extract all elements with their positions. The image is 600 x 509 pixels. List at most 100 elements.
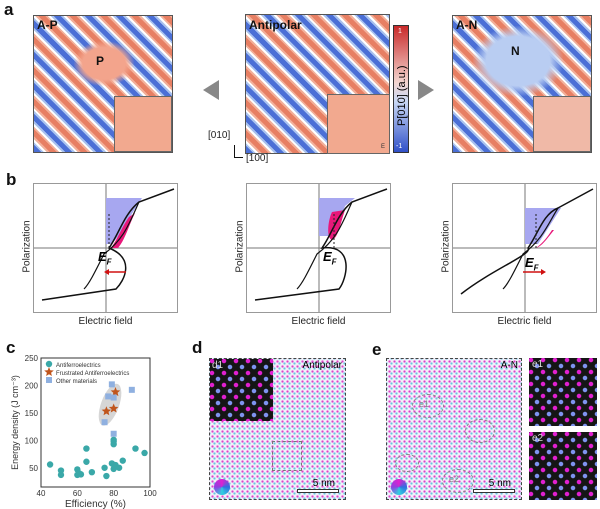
inset-map <box>114 96 172 152</box>
color-wheel-icon <box>391 479 407 495</box>
nonpolar-region <box>395 454 419 472</box>
y-tick-label: 250 <box>25 354 39 363</box>
inset-map: E <box>327 94 390 154</box>
scale-bar <box>297 489 339 493</box>
region-label: N <box>511 44 520 58</box>
region-e2: e2 <box>442 469 474 493</box>
inset-label: d1 <box>212 360 224 371</box>
x-axis-label: Efficiency (%) <box>65 499 126 509</box>
upper-branch <box>41 188 175 301</box>
map-a-p: A-P P <box>33 15 173 153</box>
right-arrow-icon <box>418 80 434 100</box>
scatter-chart: 40 60 80 100 50 100 150 200 250 Efficiency (%) Ene… <box>10 354 157 509</box>
x-axis-label: Electric field <box>78 316 133 327</box>
ef-label: EF <box>323 249 337 267</box>
lower-branch <box>83 201 140 290</box>
panel-a-label: a <box>4 0 14 19</box>
pe-loop-plot: EF Polarization Electric field <box>235 183 392 333</box>
data-point-square <box>105 393 112 400</box>
data-point-circle <box>110 436 117 443</box>
ef-label: EF <box>525 255 539 273</box>
data-point-square <box>110 394 117 401</box>
loss-area <box>111 213 135 248</box>
pe-loop-plot: EF Polarization Electric field <box>441 183 598 333</box>
y-axis-label: Polarization <box>440 220 452 273</box>
map-title: A-P <box>37 18 58 32</box>
y-axis-label: Energy density (J cm⁻³) <box>10 375 20 470</box>
data-point-square <box>108 381 115 388</box>
data-point-star <box>101 406 112 416</box>
inset-e2: e2 <box>529 432 597 500</box>
ef-label: EF <box>98 249 112 267</box>
data-point-square <box>128 386 135 393</box>
data-point-circle <box>57 467 65 474</box>
lower-branch <box>296 201 353 290</box>
panel-d-label: d <box>192 338 203 357</box>
y-axis-label: Polarization <box>21 220 33 273</box>
colorbar: 1 -1 P[010] (a.u.) <box>393 25 409 153</box>
x-tick-label: 100 <box>143 489 157 498</box>
y-axis-label: Polarization <box>234 220 246 273</box>
x-axis-label: Electric field <box>497 316 552 327</box>
nonpolar-region <box>473 26 563 96</box>
stem-map-a-n: A-N e1 e2 5 nm <box>386 358 522 500</box>
stem-map-antipolar: d1 Antipolar 5 nm <box>209 358 346 500</box>
inset-label: e2 <box>532 433 544 444</box>
loss-area <box>328 210 345 240</box>
panel-c-label: c <box>6 338 16 357</box>
data-point-circle <box>132 445 139 452</box>
legend-marker <box>45 360 53 368</box>
upper-branch <box>460 188 594 295</box>
inset-d1: d1 <box>210 359 273 421</box>
axis-010: [010] <box>208 130 231 141</box>
scale-bar-label: 5 nm <box>312 478 335 489</box>
map-a-n: A-N N <box>452 15 592 153</box>
colorbar-max: 1 <box>398 28 402 35</box>
data-point-circle <box>57 471 65 479</box>
pe-loop-plot: EF Polarization Electric field <box>22 183 179 333</box>
nonpolar-region <box>465 419 495 443</box>
data-point-circle <box>103 472 110 480</box>
data-point-circle <box>77 471 85 478</box>
y-tick-label: 50 <box>29 464 38 473</box>
colorbar-min: -1 <box>396 143 403 150</box>
inset-map <box>533 96 591 152</box>
highlight-ellipse <box>98 383 122 426</box>
map-title: Antipolar <box>249 18 302 32</box>
lower-branch <box>502 207 559 290</box>
panel-e-label: e <box>372 340 382 359</box>
map-antipolar: Antipolar E <box>245 14 390 154</box>
x-tick-label: 60 <box>73 489 82 498</box>
scale-bar-label: 5 nm <box>488 478 511 489</box>
legend-label: Frustrated Antiferroelectrics <box>56 371 129 377</box>
x-tick-label: 80 <box>109 489 118 498</box>
panel-b-label: b <box>6 170 17 189</box>
data-point-star <box>108 403 119 413</box>
colorbar-label: P[010] (a.u.) <box>396 65 408 126</box>
data-point-star <box>110 387 121 397</box>
polar-region <box>74 41 134 86</box>
axes-icon <box>234 145 243 158</box>
pe-loop-axes <box>452 183 598 314</box>
data-point-circle <box>101 464 108 471</box>
map-title: A-N <box>456 18 478 32</box>
scale-bar <box>473 489 515 493</box>
legend-label: Other materials <box>56 379 97 385</box>
y-tick-label: 100 <box>25 436 39 445</box>
region-label: P <box>96 54 105 68</box>
axis-100: [100] <box>246 153 269 164</box>
x-tick-label: 40 <box>37 489 46 498</box>
region-d1 <box>272 441 302 471</box>
data-point-circle <box>46 461 54 468</box>
left-arrow-icon <box>203 80 219 100</box>
inset-e1: e1 <box>529 358 597 426</box>
plot-frame <box>40 357 151 488</box>
data-point-circle <box>115 464 123 471</box>
data-point-circle <box>141 449 148 457</box>
y-tick-label: 150 <box>25 409 39 418</box>
data-point-circle <box>88 468 96 476</box>
legend-label: Antiferroelectrics <box>56 363 101 369</box>
pe-loop-axes <box>246 183 392 314</box>
legend-marker <box>44 367 54 376</box>
inset-label: e1 <box>532 359 544 370</box>
